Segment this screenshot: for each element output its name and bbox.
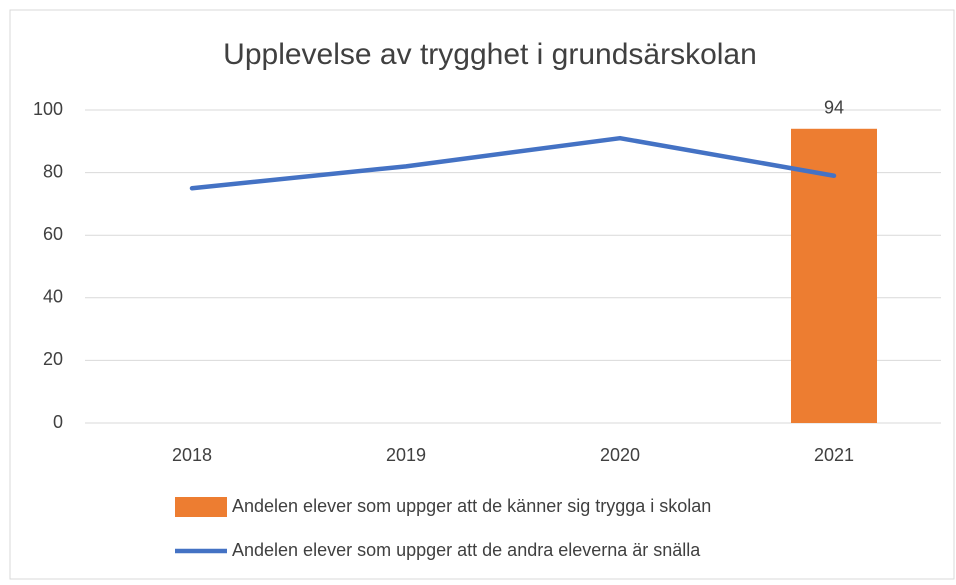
legend-swatch	[175, 497, 227, 517]
y-tick-label: 20	[43, 349, 63, 369]
legend-label: Andelen elever som uppger att de andra e…	[232, 540, 701, 560]
line	[189, 135, 837, 191]
x-tick-label: 2020	[600, 445, 640, 465]
x-tick-label: 2018	[172, 445, 212, 465]
y-tick-label: 80	[43, 161, 63, 181]
bar	[791, 128, 877, 423]
x-tick-label: 2019	[386, 445, 426, 465]
y-tick-label: 60	[43, 224, 63, 244]
chart-title: Upplevelse av trygghet i grundsärskolan	[223, 38, 757, 71]
y-tick-label: 40	[43, 287, 63, 307]
data-label: 94	[824, 98, 844, 118]
y-tick-label: 0	[53, 412, 63, 432]
x-tick-label: 2021	[814, 445, 854, 465]
y-tick-label: 100	[33, 99, 63, 119]
legend-label: Andelen elever som uppger att de känner …	[232, 496, 711, 516]
